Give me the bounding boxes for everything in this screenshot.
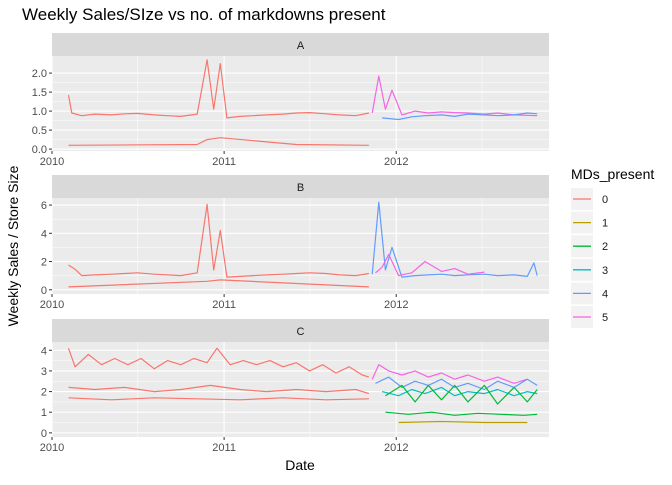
- x-tick-label: 2011: [212, 156, 236, 168]
- legend: MDs_present 0 1 2 3 4 5: [571, 166, 654, 328]
- series-line-md-1: [398, 420, 528, 424]
- facet-panel-c: C 0 1 2 3 4 2010 2011 2012: [40, 319, 549, 454]
- series-line-md-4: [371, 201, 538, 278]
- x-tick-label: 2012: [384, 442, 408, 454]
- x-tick-label: 2012: [384, 299, 408, 311]
- series-line-md-0: [68, 279, 369, 288]
- series-line-md-5: [371, 75, 538, 117]
- series-line-md-0: [67, 59, 370, 119]
- series-line-md-0: [68, 137, 369, 146]
- legend-title: MDs_present: [571, 166, 654, 182]
- legend-label: 5: [602, 312, 608, 324]
- legend-label: 1: [602, 218, 608, 230]
- facet-strip-label: C: [297, 326, 305, 338]
- series-line-md-0: [68, 397, 369, 401]
- y-tick-label: 4: [41, 345, 47, 357]
- legend-item-1: 1: [571, 211, 608, 234]
- legend-label: 4: [602, 288, 608, 300]
- legend-item-3: 3: [571, 258, 608, 281]
- legend-label: 0: [602, 194, 608, 206]
- legend-label: 2: [602, 241, 608, 253]
- panel-background: [52, 198, 549, 294]
- y-tick-label: 0: [41, 285, 47, 297]
- y-axis-label: Weekly Sales / Store Size: [5, 165, 21, 326]
- x-tick-label: 2010: [40, 156, 64, 168]
- x-axis-label: Date: [285, 457, 315, 473]
- legend-item-0: 0: [571, 188, 608, 210]
- y-tick-label: 1: [41, 407, 47, 419]
- series-line-md-0: [68, 384, 370, 395]
- series-line-md-0: [67, 347, 370, 378]
- facet-strip: [52, 33, 549, 56]
- y-tick-label: 2: [41, 387, 47, 399]
- y-tick-label: 0: [41, 428, 47, 440]
- facet-panel-a: A 0.0 0.5 1.0 1.5 2.0 2010 2011 2012: [32, 33, 549, 168]
- y-tick-label: 0.5: [32, 125, 47, 137]
- facet-strip-label: B: [297, 182, 304, 194]
- facet-panel-b: B 0 2 4 6 2010 2011 2012: [40, 175, 549, 311]
- legend-item-5: 5: [571, 306, 608, 328]
- y-tick-label: 1.5: [32, 87, 47, 99]
- y-tick-label: 2.0: [32, 68, 47, 80]
- x-tick-label: 2010: [40, 442, 64, 454]
- y-tick-label: 6: [41, 200, 47, 212]
- y-tick-label: 1.0: [32, 106, 47, 118]
- series-line-md-2: [385, 411, 538, 416]
- panel-background: [52, 56, 549, 151]
- x-tick-label: 2011: [212, 442, 236, 454]
- y-tick-label: 0.0: [32, 144, 47, 156]
- x-tick-label: 2012: [384, 156, 408, 168]
- legend-label: 3: [602, 265, 608, 277]
- facet-strip-label: A: [297, 40, 305, 52]
- facet-strip: [52, 175, 549, 198]
- series-line-md-5: [375, 253, 485, 277]
- x-tick-label: 2011: [212, 299, 236, 311]
- series-line-md-2: [385, 384, 538, 405]
- y-tick-label: 3: [41, 366, 47, 378]
- series-line-md-5: [371, 364, 528, 384]
- x-tick-label: 2010: [40, 299, 64, 311]
- facet-strip: [52, 319, 549, 342]
- chart-title: Weekly Sales/SIze vs no. of markdowns pr…: [22, 5, 386, 24]
- series-line-md-0: [68, 203, 369, 278]
- y-tick-label: 4: [41, 228, 47, 240]
- legend-item-2: 2: [571, 235, 608, 258]
- y-tick-label: 2: [41, 257, 47, 269]
- legend-item-4: 4: [571, 282, 608, 305]
- series-line-md-4: [382, 112, 538, 121]
